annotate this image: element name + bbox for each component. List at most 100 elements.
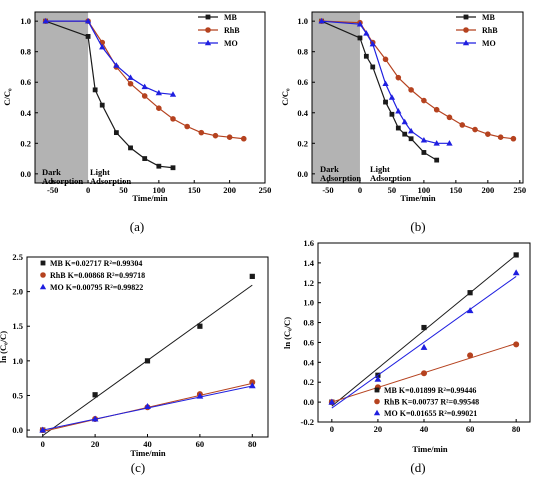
data-point xyxy=(212,132,219,139)
data-point xyxy=(127,74,134,80)
data-point xyxy=(196,392,204,399)
data-point xyxy=(169,91,177,97)
x-tick-label: 250 xyxy=(513,185,526,195)
x-tick-label: 0 xyxy=(86,185,90,195)
annotation-line-1: Light xyxy=(370,164,390,174)
x-tick-label: 80 xyxy=(512,424,521,434)
plot-frame xyxy=(34,11,266,184)
legend-label: RhB xyxy=(224,26,240,35)
series-MO xyxy=(42,17,177,97)
y-tick-label: 0.0 xyxy=(297,169,308,179)
x-tick-label: -50 xyxy=(47,185,58,195)
data-point xyxy=(42,17,49,24)
legend-label: MB xyxy=(224,13,238,22)
chart-panel-3: 0 20 40 60 80 0.0 0.5 1.0 1.5 2.0 2.5 Time/min ln (C… xyxy=(0,252,269,475)
plot-frame xyxy=(311,11,524,184)
dark-region xyxy=(312,12,360,183)
y-axis-label: ln (C₀/C) xyxy=(282,317,292,349)
x-tick-label: 80 xyxy=(248,439,257,449)
data-point xyxy=(318,17,325,24)
chart-panel-2: -50 0 50 100 150 200 250 0.0 0.2 0.4 0.6 0.8 1.0 Time… xyxy=(280,11,526,234)
chart-panel-4: 0 20 40 60 80 -0.2 0.0 0.2 0.4 0.6 0.8 1.0 1.2 1.4 1.6… xyxy=(282,238,531,475)
y-tick-label: 2.0 xyxy=(12,287,23,297)
x-axis-label: Time/min xyxy=(412,444,448,454)
data-point xyxy=(99,43,106,50)
legend: MB RhB MO xyxy=(198,13,240,48)
legend-marker xyxy=(40,260,46,266)
x-tick-label: 0 xyxy=(358,185,362,195)
x-tick-label: 20 xyxy=(374,424,383,434)
legend-marker xyxy=(39,283,47,290)
data-point xyxy=(170,116,176,122)
data-point xyxy=(382,56,389,63)
legend-label: MB xyxy=(482,13,496,22)
fit-line xyxy=(331,276,517,409)
fit-line xyxy=(331,254,517,407)
data-point xyxy=(356,20,364,27)
legend-marker xyxy=(40,272,46,278)
legend-label: RhB K=0.00868 R²=0.99718 xyxy=(50,271,145,280)
legend-marker xyxy=(463,14,469,20)
legend-marker xyxy=(204,39,212,46)
panel-label: (c) xyxy=(131,460,145,475)
legend-marker xyxy=(374,387,380,393)
y-tick-label: 1.2 xyxy=(303,278,314,288)
data-point xyxy=(128,145,133,151)
y-axis-label: C/C₀ xyxy=(280,88,290,106)
data-point xyxy=(446,114,453,121)
x-tick-label: 0 xyxy=(330,424,334,434)
data-point xyxy=(127,80,134,87)
data-point xyxy=(92,87,98,93)
data-point xyxy=(226,134,233,140)
data-point xyxy=(374,375,382,382)
legend-label: MO K=0.00795 R²=0.99822 xyxy=(50,283,143,292)
data-point xyxy=(421,150,427,155)
data-point xyxy=(328,398,336,405)
x-tick-label: 50 xyxy=(388,185,397,195)
data-point xyxy=(421,97,427,104)
data-point xyxy=(512,269,520,276)
panel-label: (d) xyxy=(410,460,425,475)
y-axis-label: C/C₀ xyxy=(2,88,12,106)
series-MB xyxy=(329,252,519,407)
y-tick-label: 1.0 xyxy=(20,16,31,26)
y-tick-label: 1.0 xyxy=(12,356,23,366)
data-point xyxy=(144,403,151,409)
data-point xyxy=(144,358,151,364)
legend: MB K=0.02717 R²=0.99304 RhB K=0.00868 R²=… xyxy=(39,259,145,292)
x-tick-label: 100 xyxy=(418,185,431,195)
data-point xyxy=(240,135,247,142)
y-tick-label: 0.0 xyxy=(303,397,314,407)
x-tick-label: 150 xyxy=(188,185,201,195)
data-point xyxy=(513,341,520,348)
x-tick-label: 60 xyxy=(196,439,205,449)
y-tick-label: 0.6 xyxy=(20,77,31,87)
data-point xyxy=(433,140,440,146)
data-point xyxy=(395,74,402,81)
legend-label: RhB xyxy=(482,26,498,35)
data-point xyxy=(170,165,176,171)
legend-marker xyxy=(205,27,211,33)
annotation-line-2: Adsorption xyxy=(320,173,361,183)
data-point xyxy=(156,105,162,111)
data-point xyxy=(363,53,369,59)
data-point xyxy=(459,122,466,128)
data-point xyxy=(395,108,402,114)
data-point xyxy=(198,129,205,136)
data-point xyxy=(388,94,396,100)
panel-label: (b) xyxy=(410,219,425,234)
legend-label: MO xyxy=(482,39,496,48)
data-point xyxy=(467,352,474,359)
series-line xyxy=(45,20,174,96)
data-point xyxy=(370,64,376,70)
y-tick-label: 1.6 xyxy=(303,238,314,248)
x-axis-label: Time/min xyxy=(132,193,168,203)
y-tick-label: 0.4 xyxy=(303,357,314,367)
legend-marker xyxy=(374,398,380,405)
x-tick-label: 20 xyxy=(91,439,100,449)
x-tick-label: 40 xyxy=(420,424,429,434)
data-point xyxy=(357,35,363,41)
legend-label: MB K=0.01899 R²=0.99446 xyxy=(384,386,476,395)
